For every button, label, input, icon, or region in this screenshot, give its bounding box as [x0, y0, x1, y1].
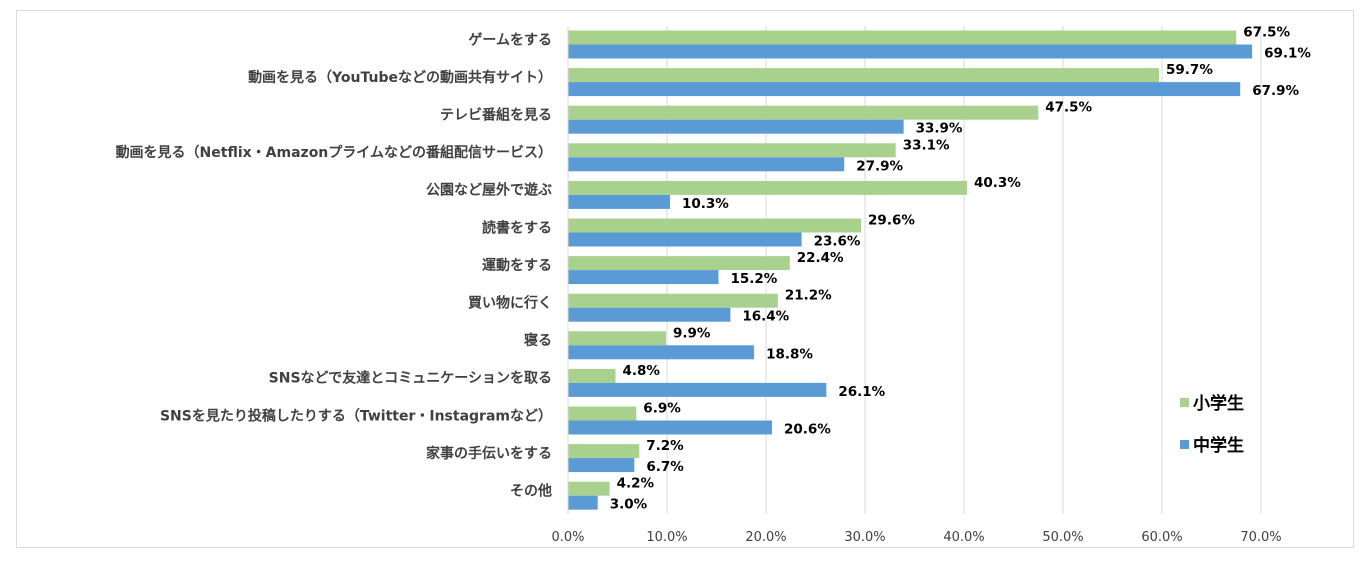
legend-swatch	[1180, 398, 1189, 407]
data-label: 6.9%	[643, 401, 681, 417]
bar-junior-high	[568, 307, 731, 322]
bar-junior-high	[568, 194, 670, 209]
category-label: 運動をする	[482, 257, 552, 274]
bar-elementary	[568, 406, 637, 421]
bar-elementary	[568, 105, 1039, 120]
bar-elementary	[568, 143, 896, 158]
category-label: 読書をする	[482, 219, 552, 236]
data-label: 67.9%	[1252, 83, 1299, 99]
data-label: 3.0%	[610, 497, 648, 513]
data-label: 6.7%	[646, 459, 684, 475]
x-tick-label: 70.0%	[1240, 530, 1281, 545]
bar-elementary	[568, 180, 967, 195]
bar-junior-high	[568, 420, 772, 435]
bar-junior-high	[568, 232, 802, 247]
legend-label: 小学生	[1193, 393, 1244, 414]
x-tick-label: 30.0%	[844, 530, 885, 545]
bar-junior-high	[568, 382, 827, 397]
bar-elementary	[568, 481, 610, 496]
data-label: 21.2%	[785, 288, 832, 304]
bar-junior-high	[568, 44, 1253, 59]
legend-swatch	[1180, 440, 1189, 449]
bar-elementary	[568, 218, 862, 233]
data-label: 69.1%	[1264, 46, 1311, 62]
data-label: 4.2%	[617, 476, 655, 492]
data-label: 7.2%	[646, 438, 684, 454]
x-tick-label: 0.0%	[551, 530, 584, 545]
legend-label: 中学生	[1193, 435, 1244, 456]
data-label: 20.6%	[784, 422, 831, 438]
x-tick-label: 50.0%	[1042, 530, 1083, 545]
category-label: 寝る	[524, 332, 552, 349]
bar-elementary	[568, 368, 616, 383]
data-label: 29.6%	[868, 213, 915, 229]
category-label: 動画を見る（Netflix・Amazonプライムなどの番組配信サービス）	[116, 144, 552, 161]
data-label: 33.9%	[916, 121, 963, 137]
data-label: 22.4%	[797, 250, 844, 266]
data-label: 27.9%	[856, 158, 903, 174]
x-tick-label: 20.0%	[745, 530, 786, 545]
data-label: 15.2%	[730, 271, 777, 287]
category-label: ゲームをする	[468, 31, 552, 48]
data-label: 33.1%	[903, 137, 950, 153]
bar-elementary	[568, 30, 1237, 45]
data-label: 40.3%	[974, 175, 1021, 191]
data-label: 9.9%	[673, 325, 711, 341]
bar-junior-high	[568, 157, 845, 172]
bar-elementary	[568, 293, 778, 308]
category-label: SNSなどで友達とコミュニケーションを取る	[269, 370, 552, 387]
data-label: 4.8%	[623, 363, 661, 379]
bar-elementary	[568, 256, 790, 271]
category-label: 公園など屋外で遊ぶ	[426, 182, 552, 199]
bar-junior-high	[568, 82, 1241, 97]
data-label: 18.8%	[766, 346, 813, 362]
bar-junior-high	[568, 345, 755, 360]
category-label: 買い物に行く	[468, 295, 552, 312]
bar-junior-high	[568, 458, 635, 473]
bar-junior-high	[568, 270, 719, 285]
data-label: 59.7%	[1166, 62, 1213, 78]
bar-elementary	[568, 68, 1160, 83]
data-label: 26.1%	[838, 384, 885, 400]
data-label: 23.6%	[814, 234, 861, 250]
data-label: 10.3%	[682, 196, 729, 212]
category-label: 家事の手伝いをする	[426, 445, 552, 462]
data-label: 47.5%	[1045, 100, 1092, 116]
data-label: 16.4%	[742, 309, 789, 325]
category-label: SNSを見たり投稿したりする（Twitter・Instagramなど）	[160, 407, 552, 424]
bar-elementary	[568, 444, 640, 459]
bar-junior-high	[568, 119, 904, 134]
category-label: テレビ番組を見る	[440, 107, 552, 124]
x-tick-label: 10.0%	[646, 530, 687, 545]
x-tick-label: 60.0%	[1141, 530, 1182, 545]
data-label: 67.5%	[1243, 25, 1290, 41]
category-label: 動画を見る（YouTubeなどの動画共有サイト）	[248, 69, 552, 86]
category-label: その他	[510, 483, 552, 500]
x-tick-label: 40.0%	[943, 530, 984, 545]
bar-elementary	[568, 331, 667, 346]
bar-junior-high	[568, 495, 598, 510]
